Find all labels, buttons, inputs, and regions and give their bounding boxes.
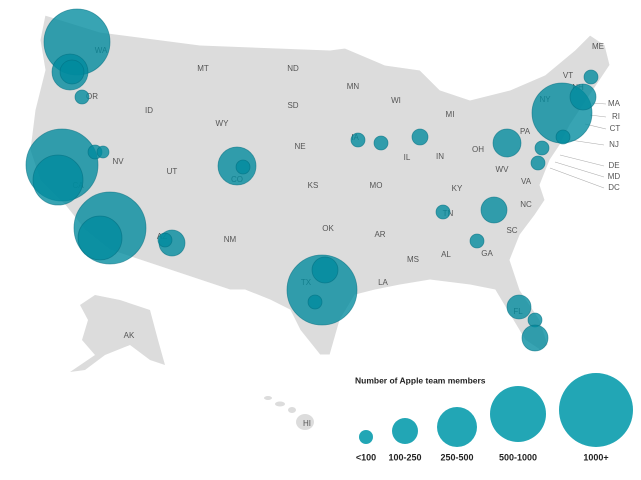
bubble (286, 254, 358, 326)
state-label: ME (592, 42, 604, 51)
state-label: OH (472, 145, 484, 154)
bubble (583, 69, 599, 85)
bubble (77, 215, 123, 261)
state-label: MO (370, 181, 383, 190)
legend-bubble (437, 407, 477, 447)
state-label: DC (608, 183, 620, 192)
state-label: KS (308, 181, 319, 190)
bubble (411, 128, 429, 146)
state-label: HI (303, 419, 311, 428)
legend-bubble (359, 430, 373, 444)
bubble (96, 145, 110, 159)
state-label: UT (167, 167, 178, 176)
bubble (235, 159, 251, 175)
state-label: IL (404, 153, 411, 162)
bubble (350, 132, 366, 148)
state-label: NM (224, 235, 237, 244)
bubble (492, 128, 522, 158)
hawaii (264, 396, 314, 430)
bubble (534, 140, 550, 156)
state-label: MS (407, 255, 419, 264)
state-label: VA (521, 177, 532, 186)
legend-bubble (490, 386, 546, 442)
bubble (157, 232, 173, 248)
state-label: MT (197, 64, 209, 73)
legend-bubble (559, 373, 633, 447)
state-label: DE (608, 161, 619, 170)
state-label: NV (112, 157, 124, 166)
state-label: WY (216, 119, 230, 128)
legend-label: 1000+ (583, 452, 608, 462)
state-label: IN (436, 152, 444, 161)
state-label: NC (520, 200, 532, 209)
state-label: LA (378, 278, 388, 287)
leader-lines (549, 102, 607, 189)
state-label: MN (347, 82, 360, 91)
bubble (569, 83, 597, 111)
state-label: SC (506, 226, 517, 235)
state-label: MA (608, 99, 621, 108)
bubble (521, 324, 549, 352)
bubble (32, 154, 84, 206)
state-label: VT (563, 71, 573, 80)
bubble (480, 196, 508, 224)
bubble (469, 233, 485, 249)
bubble (373, 135, 389, 151)
bubble (506, 294, 532, 320)
legend-bubble (392, 418, 418, 444)
bubble (307, 294, 323, 310)
state-label: KY (452, 184, 463, 193)
legend: <100 100-250 250-500 500-1000 1000+ (356, 373, 633, 462)
state-label: SD (287, 101, 298, 110)
state-label: WV (496, 165, 510, 174)
state-label: MI (446, 110, 455, 119)
legend-label: 500-1000 (499, 452, 537, 462)
alaska (70, 295, 165, 372)
bubble (59, 59, 85, 85)
state-label: PA (520, 127, 531, 136)
state-label: NE (294, 142, 305, 151)
legend-label: 100-250 (388, 452, 421, 462)
state-label: OR (86, 92, 98, 101)
state-label: MD (608, 172, 621, 181)
legend-title: Number of Apple team members (355, 375, 486, 385)
bubbles (25, 8, 599, 352)
state-label: AL (441, 250, 451, 259)
state-label: ID (145, 106, 153, 115)
bubble (311, 256, 339, 284)
state-label: NJ (609, 140, 619, 149)
bubble (555, 129, 571, 145)
bubble (74, 89, 90, 105)
state-label: AR (374, 230, 385, 239)
state-label: GA (481, 249, 493, 258)
legend-label: <100 (356, 452, 376, 462)
state-label: WI (391, 96, 401, 105)
state-label: RI (612, 112, 620, 121)
state-label: AK (124, 331, 135, 340)
bubble (435, 204, 451, 220)
bubble (530, 155, 546, 171)
state-label: OK (322, 224, 334, 233)
legend-label: 250-500 (440, 452, 473, 462)
state-label: ND (287, 64, 299, 73)
state-label: CT (610, 124, 621, 133)
